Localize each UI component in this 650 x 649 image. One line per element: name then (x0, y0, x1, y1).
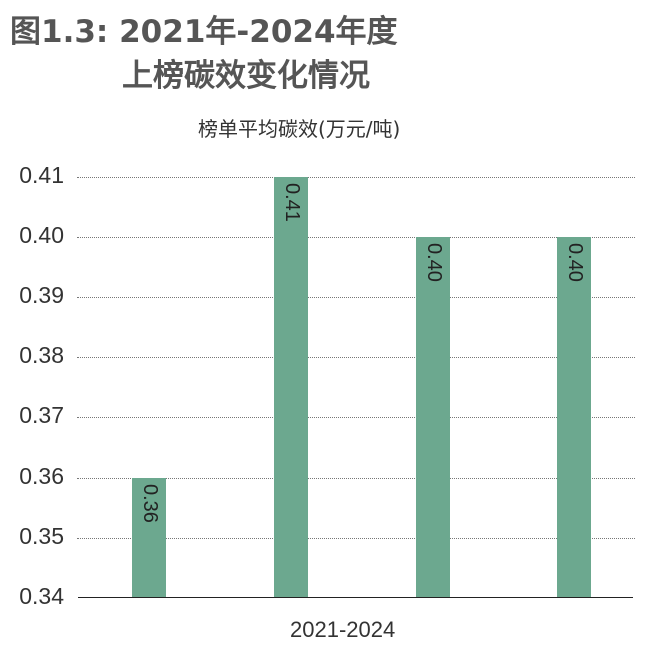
bar-data-label: 0.40 (564, 243, 586, 282)
x-axis-line (78, 597, 633, 598)
gridline (77, 478, 635, 479)
gridline (77, 417, 635, 418)
y-tick-label: 0.36 (19, 463, 64, 489)
chart-title-line2: 上榜碳效变化情况 (122, 58, 370, 94)
y-tick-label: 0.41 (19, 162, 64, 188)
x-category-label: 2021-2024 (290, 617, 396, 642)
y-tick-label: 0.38 (19, 342, 64, 368)
y-tick-label: 0.40 (19, 222, 64, 248)
bar-2021 (132, 478, 166, 598)
y-tick-label: 0.35 (19, 523, 64, 549)
y-tick-label: 0.37 (19, 402, 64, 428)
chart-title-line1: 图1.3: 2021年-2024年度 (10, 14, 398, 50)
y-axis-unit-label: 榜单平均碳效(万元/吨) (198, 117, 401, 141)
bar-2022 (274, 177, 308, 598)
bar-2024 (557, 237, 591, 598)
bar-data-label: 0.40 (423, 243, 445, 282)
gridline (77, 297, 635, 298)
gridline (77, 237, 635, 238)
gridline (77, 538, 635, 539)
y-tick-label: 0.34 (19, 583, 64, 609)
bar-2023 (416, 237, 450, 598)
gridline (77, 177, 635, 178)
gridline (77, 357, 635, 358)
bar-data-label: 0.36 (139, 484, 161, 523)
bar-data-label: 0.41 (281, 183, 303, 222)
y-tick-label: 0.39 (19, 282, 64, 308)
